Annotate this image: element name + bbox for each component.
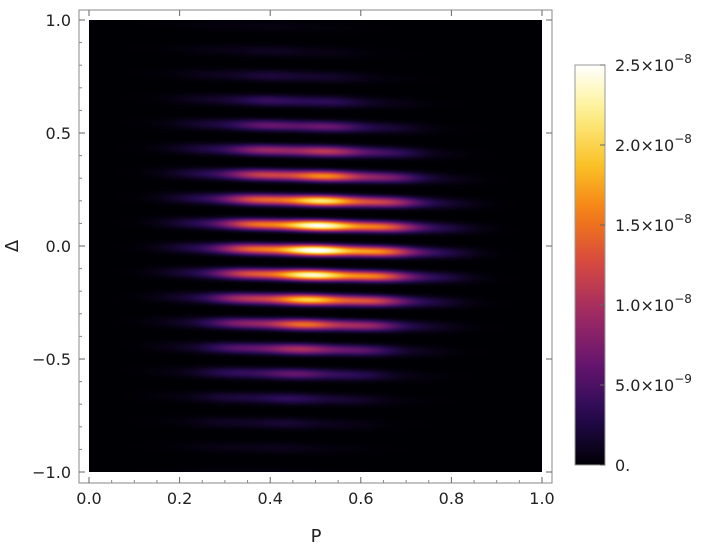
colorbar-tick-label: 0. — [615, 456, 630, 475]
y-tick-label: −1.0 — [32, 463, 71, 482]
x-tick-label: 0.4 — [257, 489, 282, 508]
colorbar-tick-label: 2.5×10−8 — [615, 52, 692, 75]
y-tick-label: −0.5 — [32, 350, 71, 369]
colorbar-tick-label: 1.5×10−8 — [615, 212, 692, 235]
colorbar-tick-label: 1.0×10−8 — [615, 292, 692, 315]
colorbar: 2.5×10−8 2.0×10−8 1.5×10−8 1.0×10−8 5.0×10−9… — [574, 52, 692, 475]
x-tick-label: 0.6 — [348, 489, 373, 508]
y-axis: 1.0 0.5 0.0 −0.5 −1.0 — [32, 11, 552, 482]
heatmap-area — [89, 20, 542, 472]
y-tick-label: 1.0 — [46, 11, 71, 30]
y-tick-label: 0.5 — [46, 124, 71, 143]
colorbar-tick-label: 2.0×10−8 — [615, 132, 692, 155]
x-tick-label: 0.0 — [76, 489, 101, 508]
x-tick-label: 0.8 — [439, 489, 464, 508]
colorbar-tick-label: 5.0×10−9 — [615, 372, 692, 395]
heatmap-image — [89, 20, 542, 472]
colorbar-gradient — [574, 64, 606, 466]
y-tick-label: 0.0 — [46, 237, 71, 256]
y-axis-label: Δ — [2, 239, 23, 252]
x-tick-label: 0.2 — [167, 489, 192, 508]
x-axis: 0.0 0.2 0.4 0.6 0.8 1.0 — [76, 10, 555, 508]
x-axis-label: P — [311, 526, 322, 547]
x-tick-label: 1.0 — [529, 489, 554, 508]
